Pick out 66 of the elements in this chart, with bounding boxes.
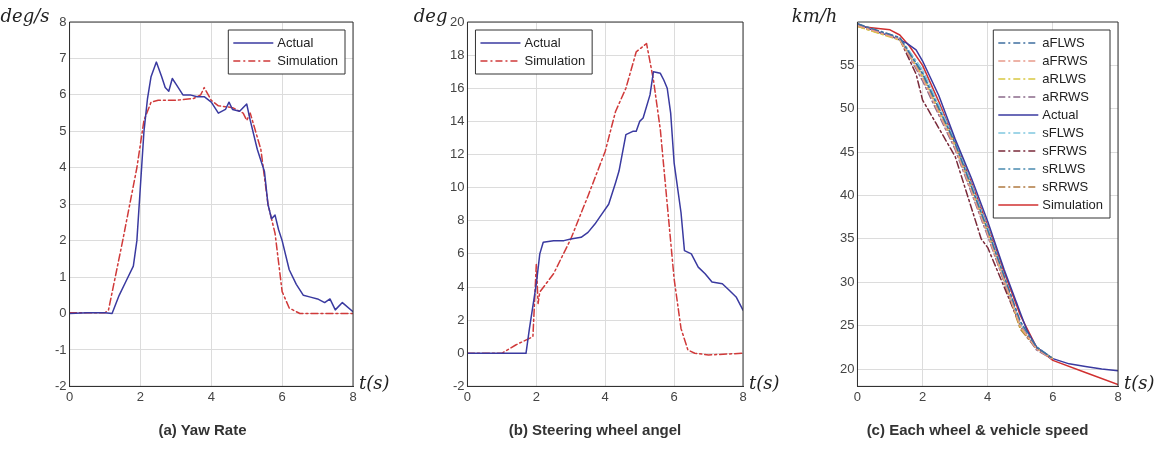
y-tick-label: 25 <box>839 317 855 333</box>
y-tick-label: 0 <box>59 305 67 321</box>
text: (b) Steering wheel angel <box>508 421 682 439</box>
legend-label: Simulation <box>277 52 339 68</box>
y-tick-label: 18 <box>449 46 465 62</box>
y-axis-title: deg <box>413 4 448 26</box>
legend-label: Simulation <box>524 52 586 68</box>
y-tick-label: 20 <box>449 13 465 29</box>
y-tick-label: 35 <box>839 230 855 246</box>
legend-label: sFLWS <box>1042 124 1085 140</box>
y-tick-label: 4 <box>59 159 67 175</box>
y-tick-label: 8 <box>457 212 465 228</box>
x-tick-label: 8 <box>1114 388 1122 404</box>
y-tick-label: 16 <box>449 79 465 95</box>
x-axis-title: t(s) <box>359 372 390 394</box>
legend-label: aRRWS <box>1042 88 1090 104</box>
legend-label: Actual <box>524 34 561 50</box>
text: (c) Each wheel & vehicle speed <box>866 421 1089 439</box>
legend-label: aRLWS <box>1042 70 1087 86</box>
y-tick-label: 6 <box>59 86 67 102</box>
x-tick-label: 8 <box>739 388 747 404</box>
y-tick-label: 2 <box>457 311 465 327</box>
legend-label: aFLWS <box>1042 34 1086 50</box>
y-tick-label: 0 <box>457 344 465 360</box>
y-tick-label: 50 <box>839 100 855 116</box>
y-tick-label: -2 <box>452 377 465 393</box>
x-axis-title: t(s) <box>1124 372 1155 394</box>
x-tick-label: 2 <box>532 388 540 404</box>
y-tick-label: 7 <box>59 50 67 66</box>
x-tick-label: 8 <box>349 388 357 404</box>
y-tick-label: 12 <box>449 146 465 162</box>
legend-label: sFRWS <box>1042 142 1088 158</box>
y-tick-label: 20 <box>839 360 855 376</box>
y-tick-label: 1 <box>59 268 67 284</box>
y-tick-label: 3 <box>59 195 67 211</box>
x-tick-label: 6 <box>670 388 678 404</box>
x-tick-label: 6 <box>278 388 286 404</box>
y-tick-label: 40 <box>839 187 855 203</box>
legend-label: sRLWS <box>1042 160 1086 176</box>
x-tick-label: 4 <box>601 388 609 404</box>
y-tick-label: 10 <box>449 179 465 195</box>
legend-label: aFRWS <box>1042 52 1088 68</box>
legend-label: Actual <box>1042 106 1079 122</box>
y-tick-label: -1 <box>55 341 67 357</box>
x-axis-title: t(s) <box>749 372 780 394</box>
y-tick-label: 55 <box>839 56 855 72</box>
y-tick-label: 30 <box>839 273 855 289</box>
text: (a) Yaw Rate <box>158 421 247 439</box>
x-tick-label: 4 <box>207 388 215 404</box>
y-tick-label: 14 <box>449 112 465 128</box>
x-tick-label: 2 <box>136 388 145 404</box>
legend-label: Actual <box>277 34 314 50</box>
legend-label: Simulation <box>1042 196 1104 212</box>
y-tick-label: 6 <box>457 245 465 261</box>
legend-label: sRRWS <box>1042 178 1089 194</box>
y-axis-title: deg/s <box>0 4 50 26</box>
x-tick-label: 2 <box>918 388 927 404</box>
y-tick-label: 4 <box>457 278 465 294</box>
y-tick-label: -2 <box>55 377 67 393</box>
y-tick-label: 2 <box>59 232 67 248</box>
y-axis-title: km/h <box>791 4 838 26</box>
x-tick-label: 4 <box>984 388 992 404</box>
x-tick-label: 6 <box>1049 388 1057 404</box>
y-tick-label: 45 <box>839 143 855 159</box>
y-tick-label: 8 <box>59 13 67 29</box>
y-tick-label: 5 <box>59 122 67 138</box>
